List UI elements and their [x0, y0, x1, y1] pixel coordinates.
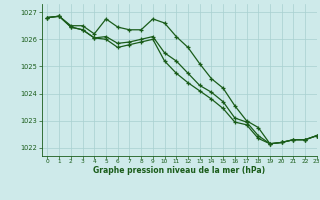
X-axis label: Graphe pression niveau de la mer (hPa): Graphe pression niveau de la mer (hPa) [93, 166, 265, 175]
